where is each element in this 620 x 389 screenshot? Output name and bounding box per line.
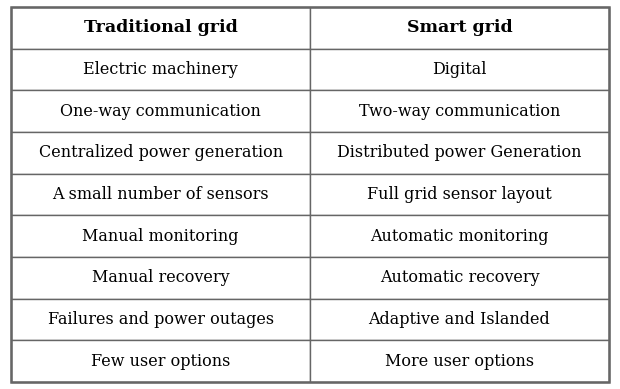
Bar — [11, 173, 310, 216]
Text: Failures and power outages: Failures and power outages — [48, 311, 273, 328]
Text: Manual monitoring: Manual monitoring — [82, 228, 239, 245]
Text: Two-way communication: Two-way communication — [359, 103, 560, 120]
Text: One-way communication: One-way communication — [60, 103, 261, 120]
Bar — [11, 299, 310, 340]
Bar — [11, 7, 310, 49]
Text: Smart grid: Smart grid — [407, 19, 512, 36]
Text: Full grid sensor layout: Full grid sensor layout — [367, 186, 552, 203]
Text: Automatic recovery: Automatic recovery — [379, 269, 539, 286]
Text: Distributed power Generation: Distributed power Generation — [337, 144, 582, 161]
Bar — [310, 257, 609, 299]
Bar — [310, 299, 609, 340]
Bar — [310, 49, 609, 90]
Text: Few user options: Few user options — [91, 353, 230, 370]
Text: More user options: More user options — [385, 353, 534, 370]
Text: Electric machinery: Electric machinery — [83, 61, 238, 78]
Bar — [11, 90, 310, 132]
Bar — [11, 340, 310, 382]
Bar — [11, 132, 310, 173]
Text: Digital: Digital — [432, 61, 487, 78]
Text: Adaptive and Islanded: Adaptive and Islanded — [368, 311, 551, 328]
Bar — [310, 173, 609, 216]
Text: Traditional grid: Traditional grid — [84, 19, 237, 36]
Text: Automatic monitoring: Automatic monitoring — [370, 228, 549, 245]
Text: Centralized power generation: Centralized power generation — [38, 144, 283, 161]
Bar — [11, 257, 310, 299]
Text: Manual recovery: Manual recovery — [92, 269, 229, 286]
Bar — [310, 7, 609, 49]
Bar — [11, 49, 310, 90]
Bar — [11, 216, 310, 257]
Text: A small number of sensors: A small number of sensors — [52, 186, 269, 203]
Bar — [310, 90, 609, 132]
Bar — [310, 340, 609, 382]
Bar — [310, 216, 609, 257]
Bar — [310, 132, 609, 173]
